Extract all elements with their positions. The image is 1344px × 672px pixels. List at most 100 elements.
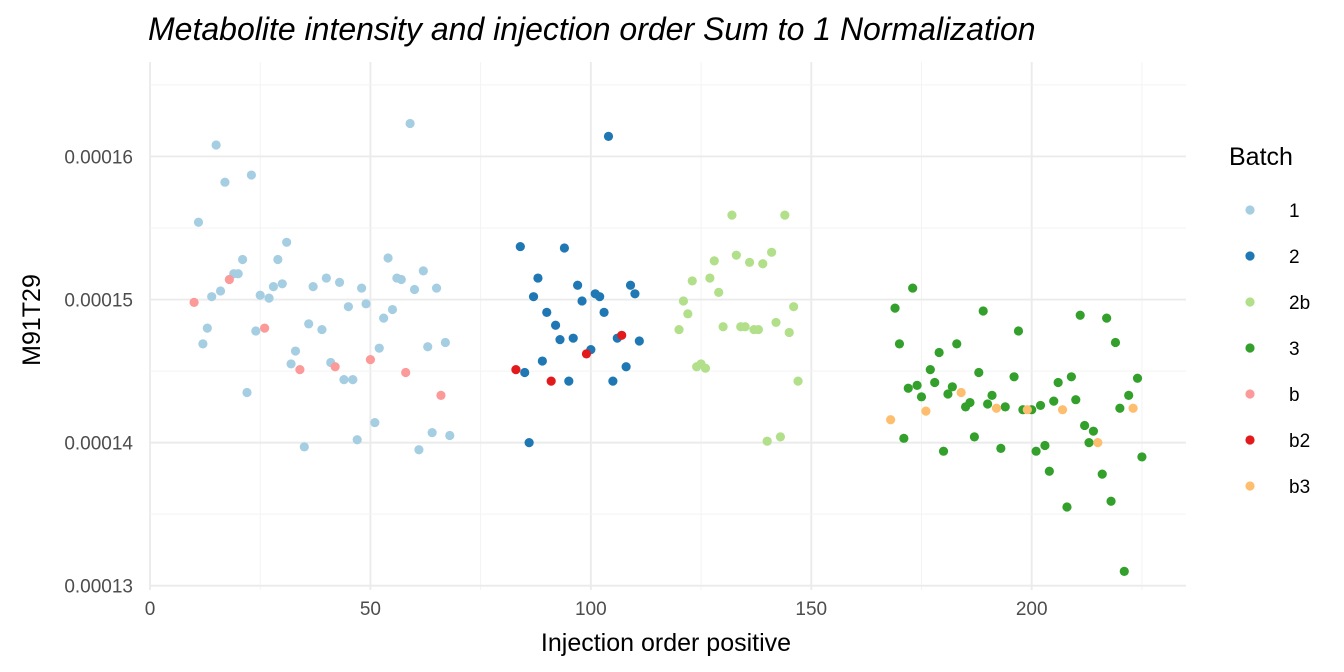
data-point (996, 443, 1006, 453)
data-point (1031, 446, 1041, 456)
data-point (930, 377, 940, 388)
series-b3 (886, 387, 1138, 448)
data-point (282, 237, 292, 247)
legend-key-b3 (1245, 481, 1255, 491)
data-point (414, 445, 424, 455)
series-2 (515, 131, 644, 448)
data-point (727, 210, 737, 220)
legend-label: 3 (1289, 339, 1300, 360)
data-point (678, 296, 689, 306)
legend-label: 1 (1289, 201, 1300, 222)
data-point (1075, 310, 1085, 320)
data-point (987, 390, 997, 400)
data-point (762, 436, 772, 446)
data-point (546, 376, 556, 386)
data-point (409, 284, 420, 295)
data-point (1128, 403, 1138, 413)
data-point (1084, 438, 1094, 448)
x-tick-label: 150 (795, 599, 827, 620)
data-point (537, 356, 547, 366)
data-point (198, 339, 208, 349)
series-b (189, 274, 446, 400)
data-point (683, 309, 693, 319)
data-point (784, 327, 794, 338)
legend-key-b2 (1245, 435, 1255, 445)
data-point (343, 302, 353, 312)
data-point (515, 241, 525, 252)
legend-label: 2 (1289, 247, 1300, 268)
data-point (767, 247, 777, 257)
x-axis-title: Injection order positive (541, 629, 791, 657)
data-point (1066, 372, 1076, 382)
data-point (1088, 426, 1099, 436)
legend-label: b2 (1289, 431, 1310, 452)
legend-key-b (1245, 389, 1255, 399)
data-point (268, 282, 279, 292)
data-point (969, 432, 979, 442)
data-point (220, 177, 230, 187)
data-point (427, 428, 437, 438)
y-axis-ticks: 0.00013 0.00014 0.00015 0.00016 (64, 147, 133, 597)
data-point (1022, 405, 1032, 415)
data-point (925, 365, 935, 375)
data-point (943, 389, 953, 399)
data-point (634, 336, 644, 346)
data-point (211, 140, 221, 150)
data-point (264, 293, 274, 303)
data-point (1062, 502, 1072, 512)
data-point (383, 253, 393, 263)
data-point (1057, 405, 1068, 415)
data-point (705, 273, 715, 283)
data-point (361, 299, 371, 309)
data-point (595, 292, 605, 302)
data-point (899, 433, 909, 443)
data-point (1102, 313, 1112, 323)
legend-key-2 (1245, 251, 1255, 261)
data-point (237, 254, 248, 265)
data-point (714, 287, 724, 297)
data-point (947, 382, 957, 392)
data-point (299, 442, 309, 452)
data-point (577, 296, 587, 306)
x-tick-label: 200 (1016, 599, 1048, 620)
data-point (709, 256, 719, 266)
data-point (974, 367, 984, 378)
data-point (401, 367, 411, 378)
x-tick-label: 0 (145, 599, 156, 620)
data-point (1097, 469, 1107, 479)
data-point (1044, 466, 1054, 476)
legend-label: 2b (1289, 293, 1310, 314)
data-point (193, 217, 204, 227)
data-point (1115, 403, 1125, 413)
data-point (903, 383, 913, 393)
y-tick-label: 0.00014 (64, 434, 133, 455)
data-point (912, 380, 922, 390)
data-point (1035, 400, 1046, 411)
legend-label: b (1289, 385, 1300, 406)
data-point (564, 376, 574, 386)
data-point (308, 282, 318, 292)
data-point (991, 403, 1002, 413)
data-point (956, 387, 966, 398)
data-point (321, 273, 331, 283)
data-point (775, 432, 786, 442)
data-points (189, 118, 1147, 576)
data-point (1049, 396, 1059, 406)
data-point (1071, 395, 1081, 405)
data-point (908, 283, 918, 293)
y-axis-title: M91T29 (18, 274, 46, 366)
data-point (625, 280, 636, 290)
data-point (379, 313, 389, 323)
data-point (916, 392, 927, 402)
data-point (886, 415, 896, 425)
data-point (744, 257, 755, 267)
legend: Batch 1 2 2b 3 b b2 b3 (1229, 143, 1310, 498)
legend-title: Batch (1229, 143, 1293, 171)
data-point (1137, 452, 1147, 462)
data-point (370, 417, 380, 428)
data-point (330, 362, 340, 372)
data-point (357, 283, 367, 293)
data-point (423, 342, 433, 352)
data-point (731, 250, 741, 260)
